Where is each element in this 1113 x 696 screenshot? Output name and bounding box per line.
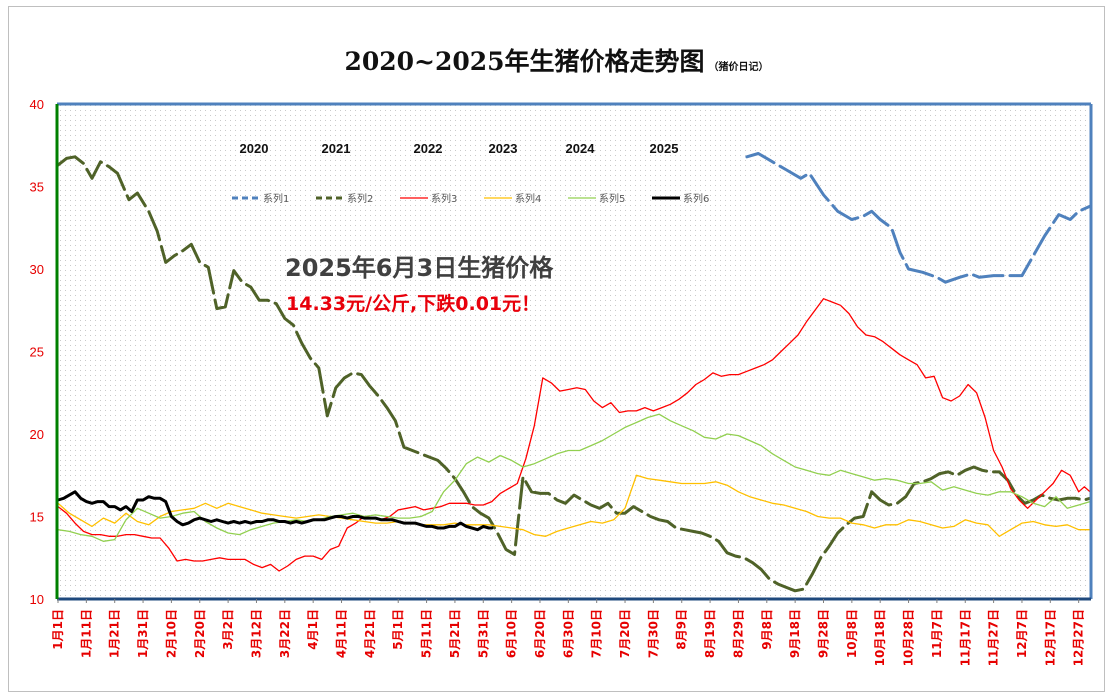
x-tick-label: 1月1日 [51,609,65,650]
x-tick-label: 4月11日 [335,609,349,658]
x-tick-label: 1月21日 [108,609,122,658]
x-tick-label: 6月20日 [533,609,547,658]
x-tick-label: 9月18日 [788,609,802,658]
x-tick-label: 3月12日 [249,609,263,658]
legend-label: 系列1 [263,192,289,205]
x-tick-label: 4月1日 [306,609,320,650]
x-tick-label: 4月21日 [363,609,377,658]
headline-annotation: 2025年6月3日生猪价格 [285,254,554,282]
chart-title-text: 2020~2025年生猪价格走势图 [344,47,705,76]
x-tick-label: 7月30日 [646,609,660,658]
x-tick-label: 12月17日 [1043,609,1057,666]
series-line-2 [56,155,1092,593]
y-tick-label: 20 [30,427,44,442]
legend-label: 系列3 [431,192,457,205]
x-tick-label: 5月11日 [420,609,434,658]
year-labels: 2020 2021 2022 2023 2024 2025 [240,141,679,156]
x-tick-label: 10月8日 [845,609,859,658]
legend-label: 系列4 [515,192,541,205]
chart-title-note: （猪价日记） [708,62,769,73]
legend-label: 系列6 [683,192,709,205]
x-tick-label: 5月1日 [391,609,405,650]
x-tick-label: 3月2日 [221,609,235,650]
x-tick-label: 1月11日 [79,609,93,658]
series-line-6 [56,490,494,532]
x-tick-label: 12月27日 [1072,609,1086,666]
chart-title: 2020~2025年生猪价格走势图 （猪价日记） [0,42,1113,78]
x-tick-label: 8月29日 [731,609,745,658]
legend-label: 系列5 [599,192,625,205]
y-tick-label: 25 [30,345,44,360]
year-label: 2025 [650,141,679,156]
x-tick-label: 11月17日 [958,609,972,666]
x-tick-label: 10月28日 [902,609,916,666]
x-tick-label: 10月18日 [873,609,887,666]
x-tick-label: 1月31日 [136,609,150,658]
x-tick-label: 9月28日 [816,609,830,658]
y-axis: 10 15 20 25 30 35 40 [30,97,44,607]
year-label: 2023 [489,141,518,156]
x-tick-label: 5月31日 [476,609,490,658]
price-change-annotation: 14.33元/公斤,下跌0.01元！ [286,293,541,315]
series-line-3 [57,298,1091,572]
series-layer [56,152,1092,593]
year-label: 2024 [566,141,596,156]
x-tick-label: 2月20日 [193,609,207,658]
x-tick-label: 9月8日 [760,609,774,650]
series-line-4 [57,474,1091,537]
plot-area [58,104,1090,598]
y-tick-label: 30 [30,262,44,277]
legend-label: 系列2 [347,192,373,205]
x-tick-label: 11月7日 [930,609,944,658]
year-label: 2021 [322,141,351,156]
x-tick-label: 11月27日 [987,609,1001,666]
x-tick-label: 12月7日 [1015,609,1029,658]
series-line-5 [57,413,1091,542]
x-tick-label: 8月19日 [703,609,717,658]
x-tick-label: 7月20日 [618,609,632,658]
legend: 系列1 系列2 系列3 系列4 系列5 系列6 [232,192,709,205]
y-tick-label: 35 [30,180,44,195]
x-tick-label: 7月10日 [590,609,604,658]
y-tick-label: 40 [30,97,44,112]
y-tick-label: 15 [30,510,44,525]
year-label: 2022 [414,141,443,156]
x-axis: 1月1日 1月11日 1月21日 1月31日 2月10日 2月20日 3月2日 3月12日 3月… [51,599,1086,666]
year-label: 2020 [240,141,269,156]
x-tick-label: 2月10日 [164,609,178,658]
y-tick-label: 10 [30,592,44,607]
x-tick-label: 6月10日 [505,609,519,658]
x-tick-label: 3月22日 [278,609,292,658]
x-tick-label: 8月9日 [675,609,689,650]
x-tick-label: 5月21日 [448,609,462,658]
series-line-1 [745,152,1092,284]
x-tick-label: 6月30日 [561,609,575,658]
